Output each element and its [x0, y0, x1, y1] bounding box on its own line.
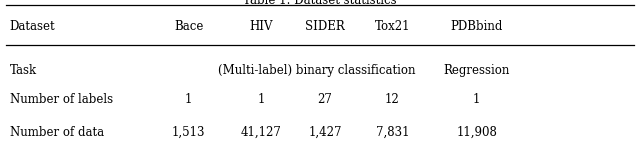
Text: Number of labels: Number of labels — [10, 93, 113, 106]
Text: 27: 27 — [317, 93, 333, 106]
Text: Tox21: Tox21 — [374, 20, 410, 33]
Text: HIV: HIV — [250, 20, 273, 33]
Text: 1: 1 — [185, 93, 193, 106]
Text: 1,513: 1,513 — [172, 126, 205, 139]
Text: 1,427: 1,427 — [308, 126, 342, 139]
Text: Bace: Bace — [174, 20, 204, 33]
Text: 1: 1 — [257, 93, 265, 106]
Text: 41,127: 41,127 — [241, 126, 282, 139]
Text: PDBbind: PDBbind — [451, 20, 503, 33]
Text: 12: 12 — [385, 93, 400, 106]
Text: Regression: Regression — [444, 64, 510, 77]
Text: Dataset: Dataset — [10, 20, 55, 33]
Text: 1: 1 — [473, 93, 481, 106]
Text: Number of data: Number of data — [10, 126, 104, 139]
Text: SIDER: SIDER — [305, 20, 345, 33]
Text: (Multi-label) binary classification: (Multi-label) binary classification — [218, 64, 415, 77]
Text: 7,831: 7,831 — [376, 126, 409, 139]
Text: Task: Task — [10, 64, 36, 77]
Text: Table 1: Dataset statistics: Table 1: Dataset statistics — [243, 0, 397, 7]
Text: 11,908: 11,908 — [456, 126, 497, 139]
